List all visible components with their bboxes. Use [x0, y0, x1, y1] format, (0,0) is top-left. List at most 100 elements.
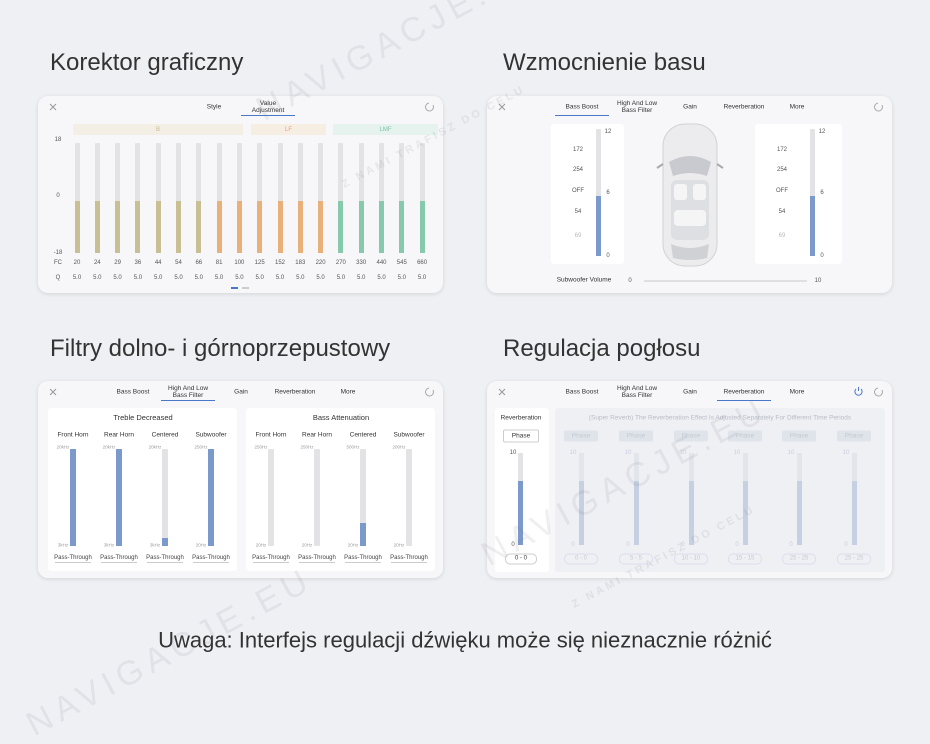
range-pill: 5 - 5 — [619, 553, 653, 565]
tab[interactable]: Reverberation — [723, 388, 765, 396]
slider-track[interactable] — [74, 143, 80, 253]
close-icon[interactable] — [49, 103, 57, 111]
power-icon[interactable] — [854, 387, 863, 396]
tab[interactable]: More — [789, 388, 805, 396]
tab[interactable]: Reverberation — [723, 103, 765, 111]
phase-button[interactable]: Phase — [503, 429, 539, 443]
tab[interactable]: High And Low Bass Filter — [616, 100, 658, 114]
bottom-frequency: 3kHz — [149, 542, 161, 548]
top-frequency: 250Hz — [300, 444, 314, 450]
tab[interactable]: Style — [206, 103, 222, 111]
frequency: 20 — [73, 259, 81, 266]
slider-track[interactable] — [318, 143, 324, 253]
filter-track[interactable] — [406, 449, 412, 546]
tab[interactable]: High And Low Bass Filter — [616, 385, 658, 399]
top-frequency: 200Hz — [392, 444, 406, 450]
tab[interactable]: Bass Boost — [116, 388, 150, 396]
phase-button[interactable]: Phase — [837, 430, 871, 442]
reset-icon[interactable] — [425, 102, 434, 112]
slider-track[interactable] — [257, 143, 263, 253]
range-pill: 25 - 25 — [837, 553, 871, 565]
frequency: 545 — [396, 259, 407, 266]
slider-level — [810, 196, 815, 256]
filter-mode: Pass-Through — [54, 554, 92, 561]
slider-track[interactable] — [216, 143, 222, 253]
top-frequency: 250Hz — [194, 444, 208, 450]
close-icon[interactable] — [498, 103, 506, 111]
slider-track[interactable] — [596, 129, 601, 256]
slider-level — [257, 201, 263, 253]
filter-mode: Pass-Through — [146, 554, 184, 561]
scale-label: 254 — [572, 166, 584, 173]
scale-label: 54 — [778, 208, 786, 215]
slider-track[interactable] — [277, 143, 283, 253]
tab[interactable]: High And Low Bass Filter — [167, 385, 209, 399]
frequency: 220 — [315, 259, 326, 266]
tab[interactable]: Gain — [683, 103, 697, 111]
slider-track[interactable] — [155, 143, 161, 253]
bottom-frequency: 20Hz — [301, 542, 313, 548]
range-pill: 0 - 0 — [505, 553, 537, 565]
q-value: 5.0 — [357, 274, 366, 281]
slider-level — [851, 481, 857, 545]
slider-track[interactable] — [379, 143, 384, 253]
slider-level — [318, 201, 324, 253]
phase-button[interactable]: Phase — [619, 430, 653, 442]
slider-track[interactable] — [115, 143, 121, 253]
phase-button[interactable]: Phase — [782, 430, 816, 442]
tab[interactable]: Reverberation — [274, 388, 316, 396]
slider-level — [399, 201, 405, 253]
tab-underline — [161, 400, 215, 401]
filter-track[interactable] — [314, 449, 320, 546]
slider-track[interactable] — [297, 143, 303, 253]
slider-track[interactable] — [135, 143, 141, 253]
frequency: 24 — [93, 259, 101, 266]
channel-name: Rear Horn — [302, 431, 332, 439]
footnote: Uwaga: Interfejs regulacji dźwięku może … — [158, 627, 772, 653]
phase-button[interactable]: Phase — [728, 430, 762, 442]
bottom-frequency: 20Hz — [347, 542, 359, 548]
filter-track[interactable] — [268, 449, 274, 546]
slider-track[interactable] — [810, 129, 815, 256]
volume-max: 10 — [814, 277, 822, 284]
reset-icon[interactable] — [425, 387, 434, 397]
tab[interactable]: Value Adjustment — [251, 100, 285, 114]
band-label: B — [155, 126, 161, 133]
reset-icon[interactable] — [874, 387, 883, 397]
slider-track[interactable] — [196, 143, 202, 253]
tab[interactable]: Bass Boost — [565, 388, 599, 396]
slider-track[interactable] — [176, 143, 181, 253]
bottom-frequency: 3kHz — [103, 542, 115, 548]
phase-button[interactable]: Phase — [674, 430, 708, 442]
frequency: 44 — [154, 259, 162, 266]
gain-label: 18 — [54, 136, 62, 143]
tab[interactable]: More — [340, 388, 356, 396]
reverb-label: Reverberation — [500, 414, 542, 422]
slider-track[interactable] — [399, 143, 405, 253]
tab[interactable]: Gain — [683, 388, 697, 396]
q-value: 5.0 — [336, 274, 346, 281]
q-value: 5.0 — [417, 274, 427, 281]
panel: Style Value Adjustment B LF LMF 18 0 -18 FC Q 20 5.… — [38, 96, 443, 293]
filter-track[interactable] — [360, 449, 366, 546]
slider-track[interactable] — [358, 143, 364, 253]
close-icon[interactable] — [498, 388, 506, 396]
volume-track[interactable] — [644, 280, 807, 282]
frequency: 440 — [376, 259, 387, 266]
tab[interactable]: More — [789, 103, 805, 111]
slider-label: 0 — [626, 541, 630, 548]
slider-level — [176, 201, 181, 253]
slider-track[interactable] — [236, 143, 242, 253]
slider-track[interactable] — [338, 143, 344, 253]
slider-track[interactable] — [94, 143, 100, 253]
filter-card — [246, 408, 435, 571]
q-value: 5.0 — [174, 274, 183, 281]
q-value: 5.0 — [296, 274, 305, 281]
phase-button[interactable]: Phase — [564, 430, 598, 442]
slider-track[interactable] — [419, 143, 425, 253]
reset-icon[interactable] — [874, 102, 883, 112]
close-icon[interactable] — [49, 388, 57, 396]
tab[interactable]: Bass Boost — [565, 103, 599, 111]
tab[interactable]: Gain — [234, 388, 248, 396]
filter-track[interactable] — [162, 449, 168, 546]
